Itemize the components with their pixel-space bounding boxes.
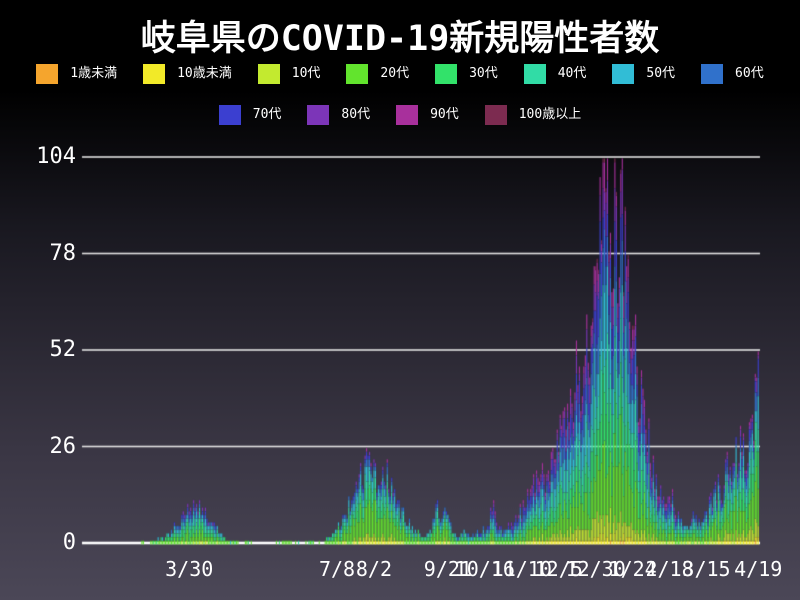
- x-axis-tick-label: 12/30: [565, 557, 626, 581]
- x-axis-tick-label: 9/21: [423, 557, 472, 581]
- x-axis-tick-label: 12/5: [534, 557, 583, 581]
- x-axis-tick-label: 11/10: [491, 557, 552, 581]
- x-axis-tick-label: 10/16: [454, 557, 515, 581]
- x-axis-tick-label: 1/24: [608, 557, 657, 581]
- y-axis-tick-label: 52: [49, 337, 77, 362]
- y-axis-tick-label: 26: [49, 433, 77, 459]
- x-axis-tick-label: 4/19: [734, 557, 783, 581]
- x-axis-tick-label: 2/18: [645, 557, 694, 581]
- x-axis-tick-label: 3/30: [165, 557, 214, 581]
- y-axis-tick-label: 78: [49, 240, 77, 266]
- y-axis-tick-label: 0: [62, 530, 76, 555]
- x-axis-tick-label: 3/15: [682, 557, 731, 581]
- y-axis-tick-label: 104: [36, 144, 76, 169]
- x-axis-tick-label: 7/8: [318, 557, 356, 581]
- x-axis-tick-label: 8/2: [355, 557, 393, 581]
